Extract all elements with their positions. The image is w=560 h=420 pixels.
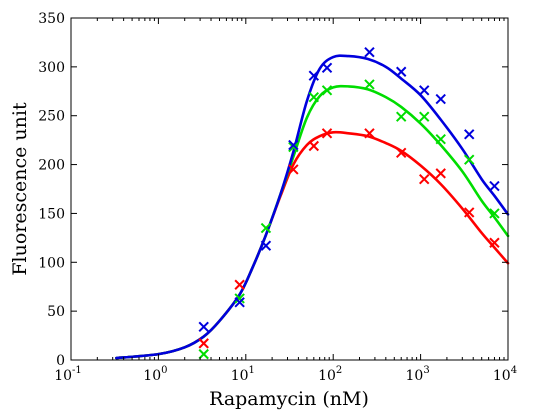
data-point-marker [364,79,375,90]
data-point-marker [321,128,333,139]
y-tick-label: 100 [38,255,65,271]
data-point-marker [396,111,407,122]
data-point-marker [308,70,320,81]
y-axis-label: Fluorescence unit [9,102,31,276]
data-point-marker [396,66,407,77]
data-markers [198,46,500,360]
data-point-marker [364,46,375,58]
data-point-marker [198,348,209,360]
x-axis: 10-1 100 101 102 103 104 [54,18,517,384]
data-point-marker [419,111,430,122]
x-tick-label: 102 [318,365,342,384]
data-point-marker [464,154,475,165]
data-point-marker [321,85,333,96]
data-point-marker [435,168,446,179]
data-point-marker [435,133,446,145]
data-point-marker [435,93,446,105]
data-point-marker [260,240,272,251]
data-point-marker [308,91,320,103]
data-point-marker [288,139,299,151]
x-tick-label: 10-1 [54,365,82,384]
y-tick-label: 50 [47,304,65,320]
y-tick-label: 300 [38,60,65,76]
data-point-marker [260,222,272,234]
data-point-marker [308,140,320,152]
data-point-marker [489,180,500,192]
data-point-marker [464,207,475,218]
x-tick-label: 103 [405,365,429,384]
y-tick-label: 350 [38,11,65,27]
data-point-marker [234,279,245,290]
data-point-marker [396,147,407,159]
data-point-marker [234,293,245,304]
plot-frame [70,17,509,361]
y-tick-label: 250 [38,109,65,125]
x-tick-label: 100 [143,365,167,384]
x-axis-label: Rapamycin (nM) [209,388,369,410]
data-point-marker [419,85,430,96]
y-tick-label: 200 [38,158,65,174]
data-point-marker [489,208,500,219]
data-point-marker [198,338,209,349]
x-tick-label: 101 [231,365,255,384]
data-point-marker [198,321,209,332]
data-point-marker [321,62,333,74]
data-point-marker [489,237,500,248]
plot-area [71,18,508,360]
fit-curve-line [115,54,510,360]
data-point-marker [364,128,375,139]
fit-curves [115,54,510,360]
y-tick-label: 150 [38,206,65,222]
data-point-marker [288,141,299,153]
y-tick-label: 0 [56,353,65,369]
x-tick-label: 104 [493,365,517,384]
data-point-marker [464,129,475,140]
data-point-marker [288,164,299,175]
y-axis: 0 50 100 150 200 250 300 350 [38,11,508,369]
data-point-marker [419,174,430,185]
data-point-marker [234,297,245,308]
